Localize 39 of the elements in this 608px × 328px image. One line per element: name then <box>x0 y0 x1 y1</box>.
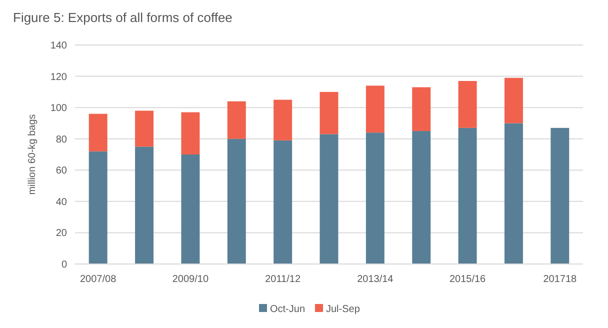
legend-label: Oct-Jun <box>270 304 306 315</box>
bar <box>135 110 154 147</box>
x-tick-label: 2007/08 <box>80 274 117 285</box>
bar <box>366 86 384 133</box>
bar <box>227 101 246 139</box>
bar <box>320 134 338 264</box>
bar <box>227 138 246 264</box>
x-tick-label: 201718 <box>543 274 578 285</box>
bar <box>88 114 108 152</box>
bar <box>135 146 154 264</box>
legend-label: Jul-Sep <box>326 304 360 315</box>
bar <box>181 154 200 264</box>
bar <box>181 112 200 154</box>
bar <box>274 140 292 264</box>
y-tick-label: 100 <box>50 103 68 114</box>
x-tick-label: 2011/12 <box>265 274 301 285</box>
y-tick-label: 140 <box>50 40 68 52</box>
bar <box>458 128 477 264</box>
bar <box>504 123 523 264</box>
bar <box>550 128 570 264</box>
bar <box>504 78 523 124</box>
y-axis-title: million 60-kg bags <box>27 114 38 195</box>
chart-title: Figure 5: Exports of all forms of coffee <box>13 10 232 25</box>
y-tick-label: 80 <box>56 134 68 146</box>
x-tick-label: 2015/16 <box>449 274 486 285</box>
bar <box>88 151 108 264</box>
y-tick-label: 0 <box>61 260 68 270</box>
y-tick-label: 120 <box>50 72 68 83</box>
bar <box>412 87 431 132</box>
bar <box>366 132 384 264</box>
x-tick-label: 2013/14 <box>357 274 394 285</box>
y-tick-label: 40 <box>56 196 68 208</box>
y-tick-label: 60 <box>56 166 68 177</box>
bar <box>412 131 431 264</box>
bar <box>320 92 338 134</box>
x-tick-label: 2009/10 <box>172 274 209 285</box>
bar <box>458 80 477 128</box>
y-tick-label: 20 <box>56 228 68 240</box>
bar <box>274 100 292 140</box>
